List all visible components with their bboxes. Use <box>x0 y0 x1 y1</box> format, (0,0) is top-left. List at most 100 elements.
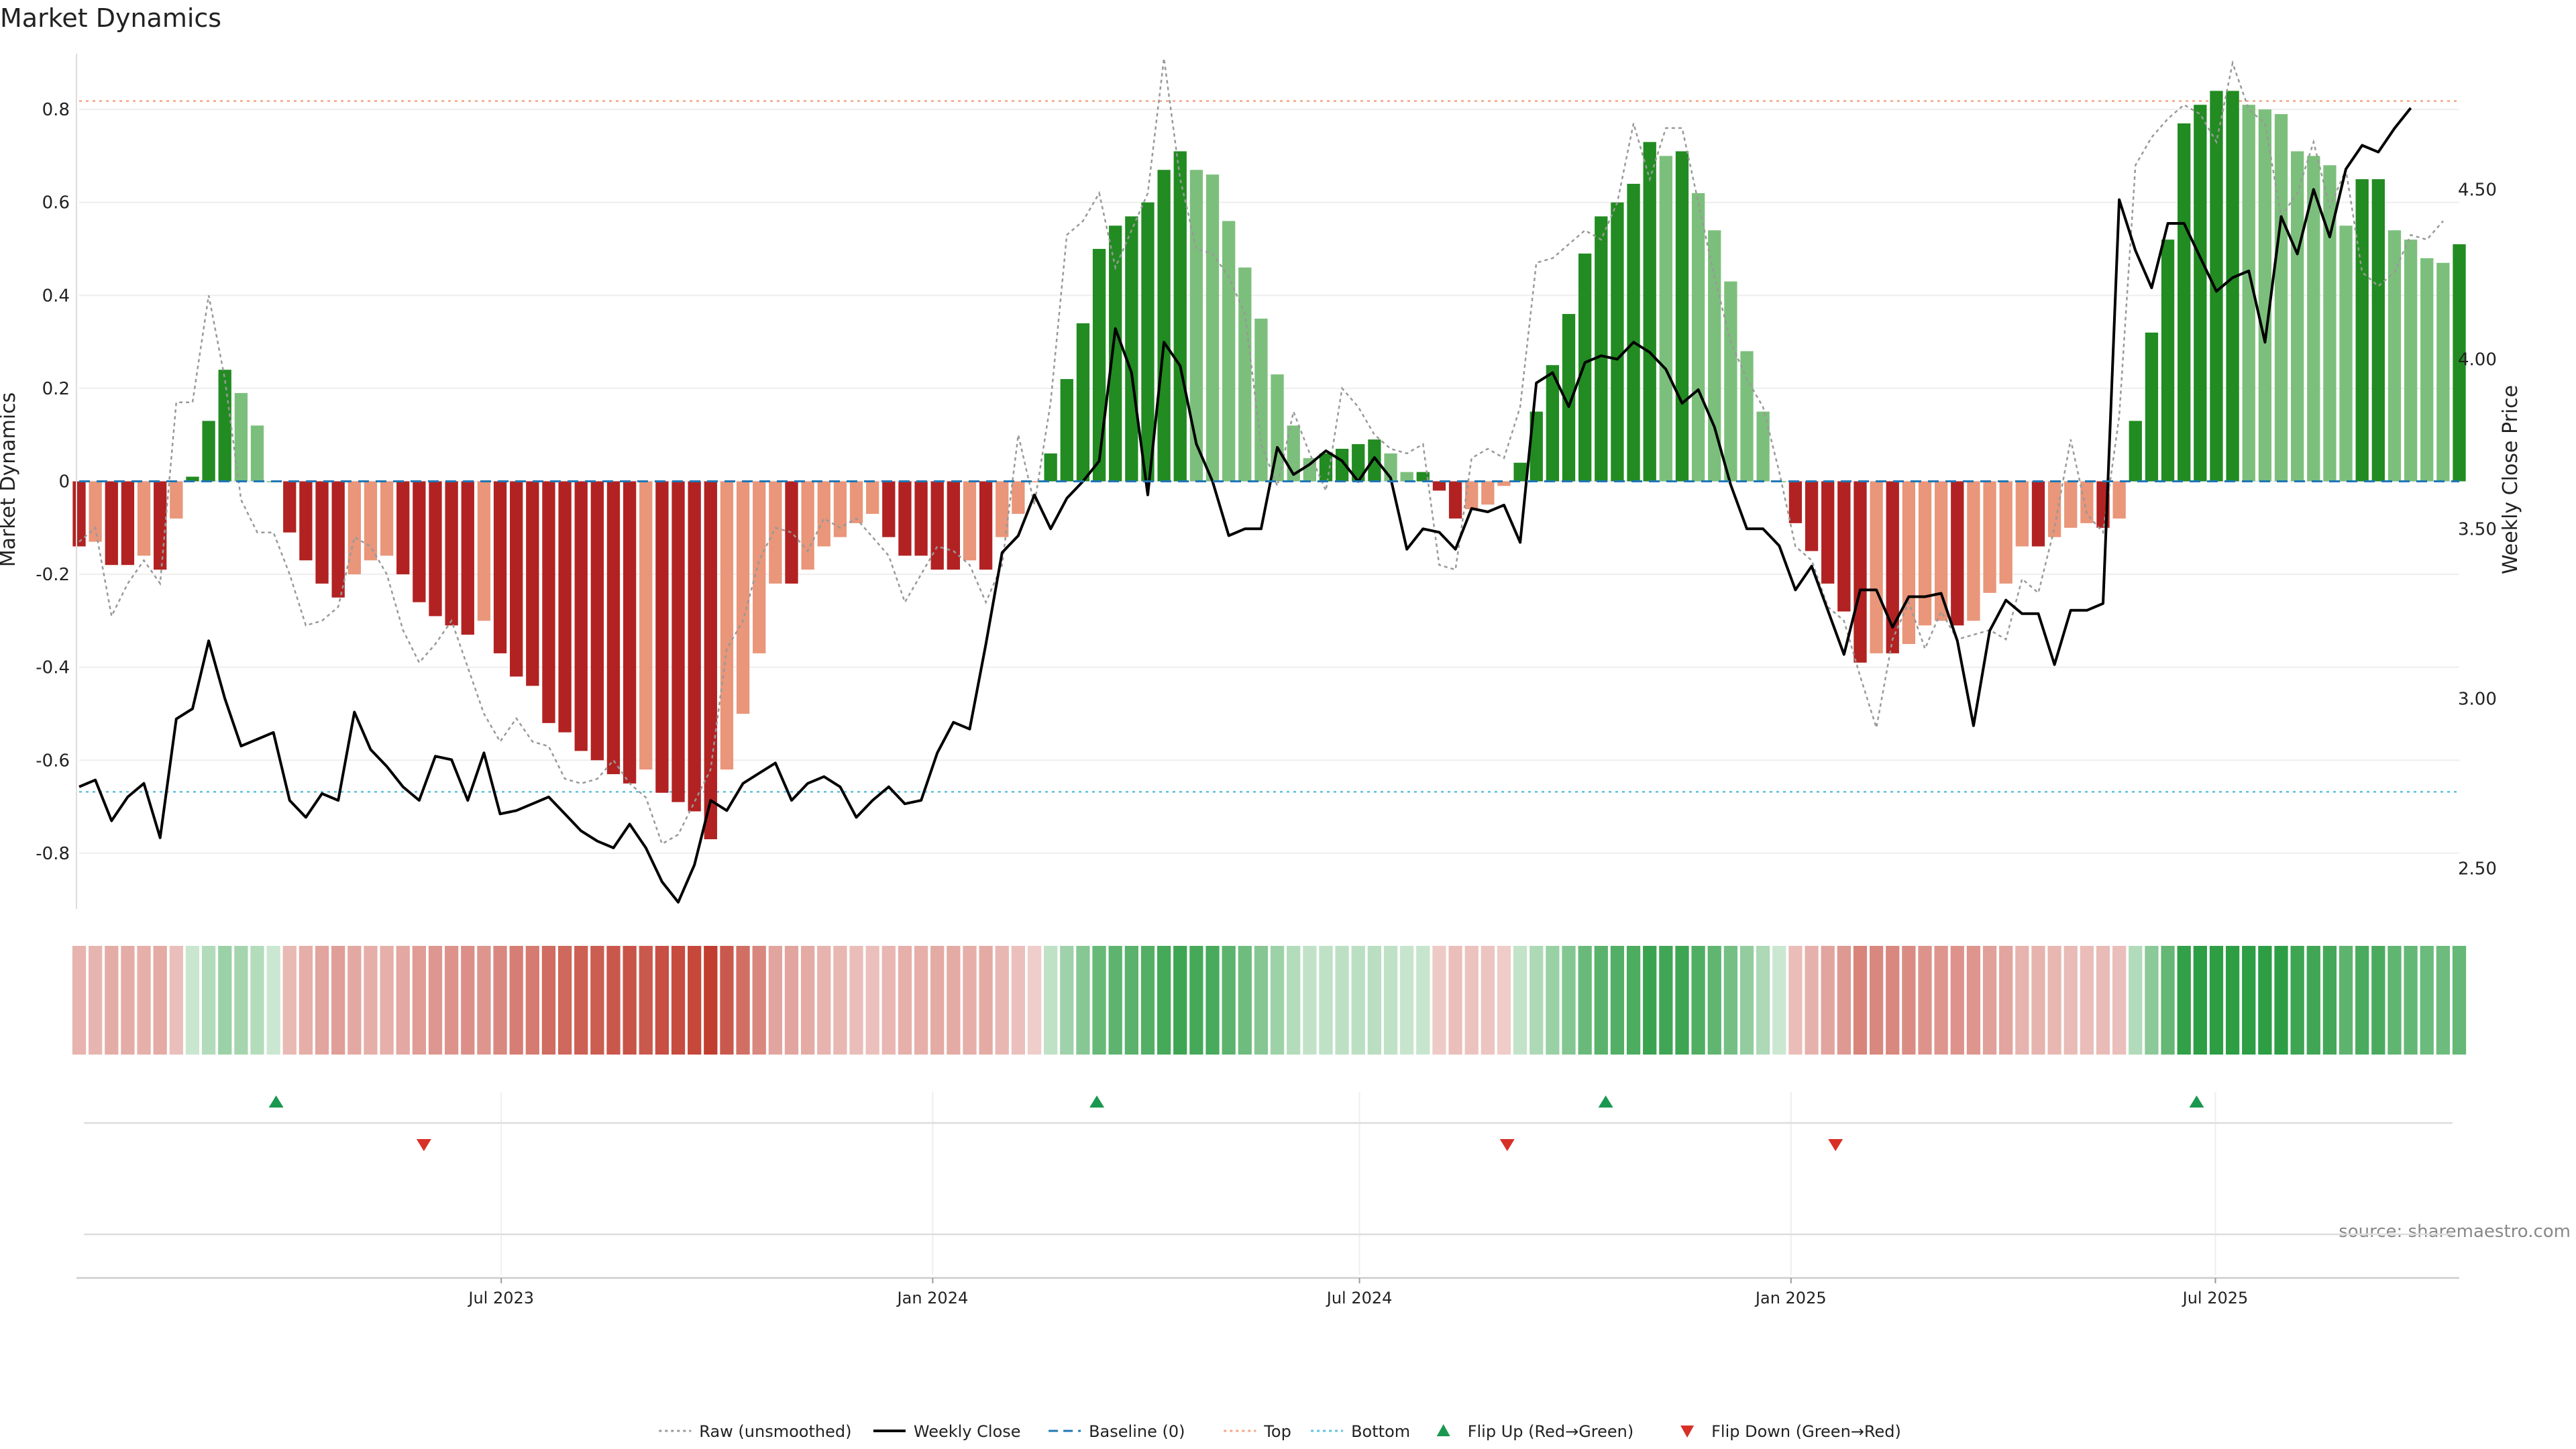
regime-cell <box>1481 946 1495 1055</box>
regime-cell <box>2242 946 2256 1055</box>
md-bar <box>2339 225 2353 482</box>
flip-up-marker <box>1598 1095 1613 1108</box>
md-bar <box>2371 179 2385 482</box>
regime-cell <box>1222 946 1236 1055</box>
regime-cell <box>963 946 977 1055</box>
legend-item[interactable]: Flip Down (Green→Red) <box>1680 1422 1901 1441</box>
md-bar <box>510 481 523 677</box>
md-bar <box>1854 481 1867 663</box>
md-bar <box>1659 156 1672 482</box>
regime-cell <box>1756 946 1770 1055</box>
md-bar <box>1951 481 1964 626</box>
flip-down-marker <box>1499 1139 1515 1151</box>
regime-cell <box>1157 946 1171 1055</box>
regime-cell <box>2420 946 2434 1055</box>
md-bar <box>1740 351 1754 482</box>
legend-flip-up-icon <box>1436 1424 1450 1436</box>
md-bar <box>89 481 102 542</box>
regime-cell <box>541 946 556 1055</box>
regime-cell <box>1902 946 1916 1055</box>
left-tick-label: -0.8 <box>36 844 70 864</box>
regime-cell <box>412 946 426 1055</box>
regime-cell <box>153 946 167 1055</box>
flip-up-marker <box>1089 1095 1105 1108</box>
regime-cell <box>2404 946 2418 1055</box>
md-bar <box>898 481 912 556</box>
regime-cell <box>137 946 151 1055</box>
regime-cell <box>768 946 782 1055</box>
md-bar <box>720 481 734 770</box>
md-bar <box>2387 230 2402 482</box>
left-tick-label: 0.2 <box>42 379 70 399</box>
legend-item[interactable]: Raw (unsmoothed) <box>659 1422 851 1441</box>
md-bar <box>1028 481 1041 482</box>
md-bar <box>2178 123 2191 482</box>
regime-cell <box>865 946 879 1055</box>
md-bar <box>1805 481 1819 551</box>
md-bar <box>817 481 830 547</box>
legend-item[interactable]: Top <box>1224 1422 1291 1441</box>
legend-label: Flip Down (Green→Red) <box>1711 1422 1901 1441</box>
x-axis: Jul 2023 Jan 2024 Jul 2024 Jan 2025 Jul 2025 <box>76 1277 2459 1307</box>
right-tick-label: 4.50 <box>2458 180 2497 200</box>
regime-cell <box>1966 946 1981 1055</box>
regime-cell <box>428 946 443 1055</box>
md-bar <box>1529 411 1543 482</box>
legend-item[interactable]: Weekly Close <box>873 1422 1021 1441</box>
regime-cell <box>1999 946 2013 1055</box>
md-bar <box>736 481 750 714</box>
regime-cell <box>250 946 264 1055</box>
legend-item[interactable]: Baseline (0) <box>1049 1422 1185 1441</box>
md-bar <box>137 481 151 556</box>
regime-cell <box>1886 946 1900 1055</box>
regime-cell <box>979 946 993 1055</box>
md-bar <box>2031 481 2045 547</box>
grid-layer <box>79 109 2459 1275</box>
md-bar <box>1205 174 1220 482</box>
md-bar <box>1222 221 1236 482</box>
weekly-close-line <box>78 107 2412 904</box>
regime-cell <box>817 946 831 1055</box>
md-bar <box>1691 193 1705 482</box>
regime-cell <box>2452 946 2467 1055</box>
md-bar <box>1983 481 1996 593</box>
legend[interactable]: Raw (unsmoothed) Weekly Close Baseline (0)… <box>659 1422 1901 1441</box>
reference-lines <box>79 100 2459 793</box>
regime-cell <box>930 946 945 1055</box>
regime-cell <box>1610 946 1625 1055</box>
regime-cell <box>1416 946 1430 1055</box>
md-bar <box>1918 481 1932 626</box>
regime-cell <box>1432 946 1446 1055</box>
right-tick-label: 3.00 <box>2458 689 2497 709</box>
md-bar <box>1044 453 1057 482</box>
md-bar <box>914 481 928 556</box>
md-bar <box>849 481 863 523</box>
market-dynamics-bars <box>72 91 2466 840</box>
md-bar <box>1109 225 1122 482</box>
md-bar <box>672 481 685 802</box>
md-bar <box>1627 184 1640 482</box>
regime-cell <box>1011 946 1026 1055</box>
md-bar <box>1076 323 1090 482</box>
regime-cell <box>364 946 378 1055</box>
x-tick-label: Jul 2025 <box>2182 1289 2249 1307</box>
regime-cell <box>493 946 507 1055</box>
legend-item[interactable]: Bottom <box>1311 1422 1410 1441</box>
md-bar <box>963 481 977 561</box>
md-bar <box>1303 458 1316 482</box>
regime-cell <box>1400 946 1414 1055</box>
regime-cell <box>2161 946 2175 1055</box>
md-bar <box>2420 258 2434 482</box>
md-bar <box>1837 481 1851 612</box>
md-bar <box>1092 249 1106 482</box>
regime-cell <box>1723 946 1738 1055</box>
regime-strip <box>72 946 2467 1055</box>
regime-cell <box>2225 946 2240 1055</box>
x-tick-label: Jan 2025 <box>1754 1289 1827 1307</box>
md-bar <box>1821 481 1835 584</box>
md-bar <box>2210 91 2223 482</box>
md-bar <box>1724 281 1737 482</box>
md-bar <box>429 481 442 616</box>
md-bar <box>623 481 637 784</box>
legend-item[interactable]: Flip Up (Red→Green) <box>1436 1422 1634 1441</box>
